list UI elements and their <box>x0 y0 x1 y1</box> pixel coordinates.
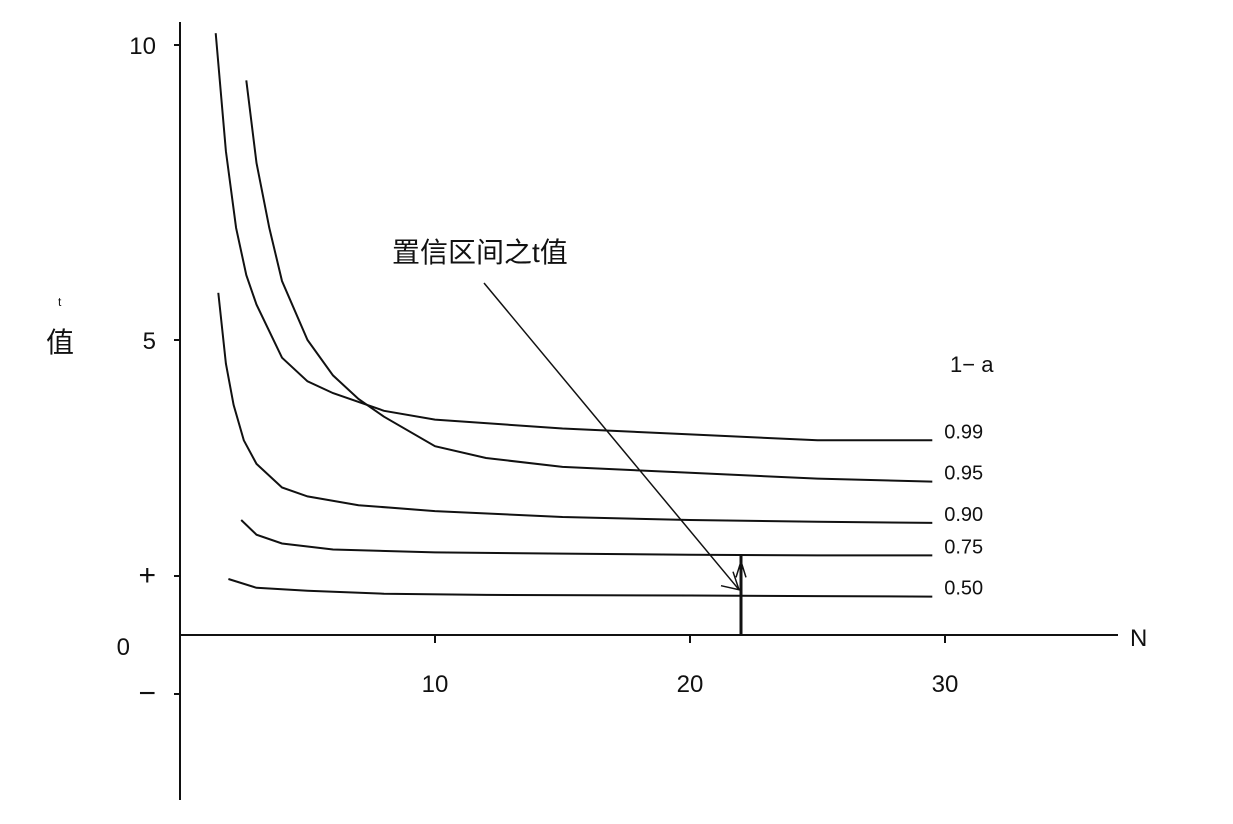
y-tick-label: + <box>138 559 156 592</box>
annotation-arrow <box>483 282 740 591</box>
series-line-0-90 <box>217 292 933 524</box>
series-label: 0.50 <box>944 578 983 600</box>
x-tick-label: 10 <box>422 671 449 698</box>
x-axis: 10 20 30 N <box>180 625 1147 698</box>
x-tick-label: 20 <box>677 671 704 698</box>
annotation-arrowhead <box>720 571 741 591</box>
x-axis-label: N <box>1130 625 1147 652</box>
y-tick-group: 10 5 +0− <box>117 33 180 710</box>
y-axis: 10 5 +0− <box>117 22 181 800</box>
x-tick-label: 30 <box>932 671 959 698</box>
marker-tick <box>735 558 747 578</box>
series-group <box>214 33 933 598</box>
series-line-0-75 <box>240 519 933 557</box>
legend-title: 1− a <box>950 352 994 377</box>
annotation-text: 置信区间之t值 <box>392 237 568 268</box>
x-tick-group: 10 20 30 <box>422 635 959 698</box>
series-line-0-95 <box>245 80 933 483</box>
y-tick-label: − <box>138 677 156 710</box>
series-label-group: 0.99 0.95 0.90 0.75 0.50 <box>944 421 983 599</box>
annotation: 置信区间之t值 <box>392 237 747 635</box>
y-axis-label-text: 值 <box>46 327 74 358</box>
series-label: 0.99 <box>944 421 983 443</box>
y-tick-label: 10 <box>129 33 156 60</box>
series-line-0-99 <box>214 33 933 442</box>
y-tick-label: 5 <box>143 328 156 355</box>
series-label: 0.90 <box>944 504 983 526</box>
y-tick-label: 0 <box>117 634 130 661</box>
y-axis-label: t 值 <box>46 295 74 358</box>
series-label: 0.95 <box>944 463 983 485</box>
y-axis-label-mark: t <box>58 295 62 309</box>
series-line-0-50 <box>228 578 933 598</box>
series-label: 0.75 <box>944 536 983 558</box>
